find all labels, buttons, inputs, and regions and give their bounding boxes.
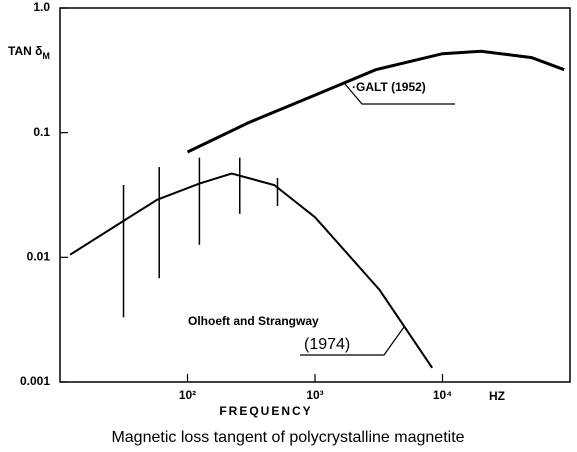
y-axis-label: TAN δM [8,44,50,61]
series-line [186,49,565,154]
series-note: (1974) [304,336,350,353]
x-tick-label: 10² [179,388,196,402]
series-label: ·GALT (1952) [352,80,426,94]
series-line [69,172,434,369]
y-axis-label-sub: M [42,51,50,61]
y-tick-label: 0.1 [33,125,50,139]
x-tick-label: 10⁴ [433,388,452,402]
y-axis-label-main: TAN δ [8,44,42,58]
caption: Magnetic loss tangent of polycrystalline… [111,429,464,446]
leader-line [344,83,455,105]
leader-line [300,326,405,356]
series-label: Olhoeft and Strangway [188,314,319,328]
y-tick-label: 0.01 [27,250,51,264]
y-tick-label: 0.001 [20,374,50,388]
x-axis-unit: HZ [489,389,505,403]
x-tick-label: 10³ [306,388,323,402]
x-axis-label: FREQUENCY [219,404,312,418]
y-tick-label: 1.0 [33,0,50,14]
